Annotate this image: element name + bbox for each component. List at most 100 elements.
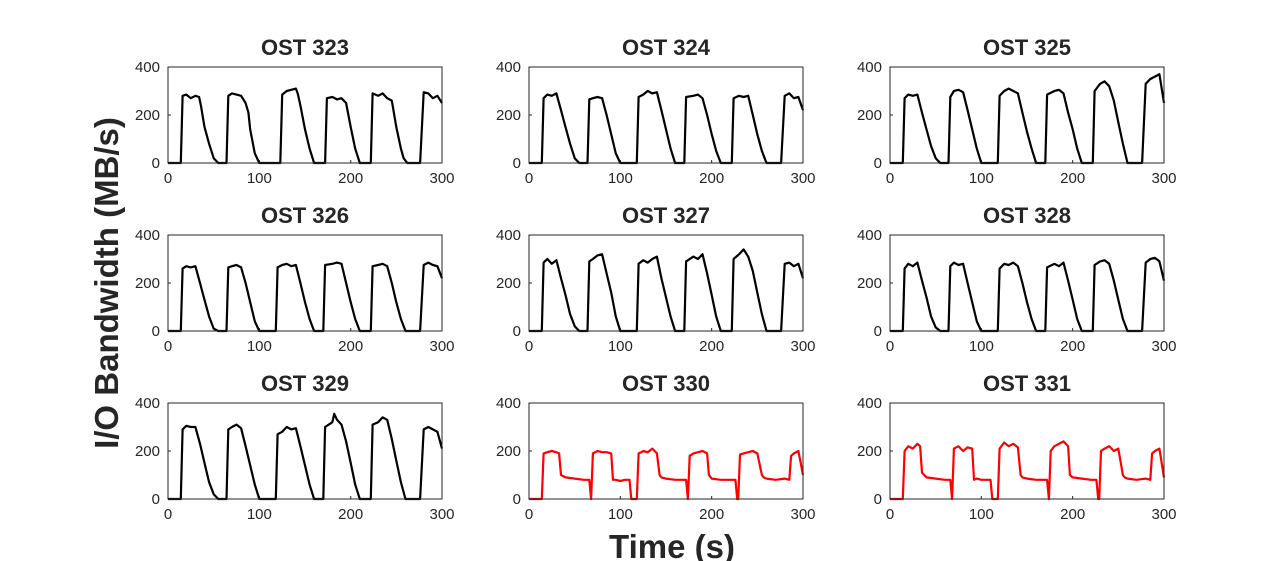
subplot-title: OST 330 [622,371,710,396]
x-tick-label: 300 [429,506,454,523]
plot-area-frame [889,234,1165,332]
plot-area-frame [528,234,804,332]
x-tick-label: 0 [886,506,894,523]
y-tick-label: 0 [152,323,160,340]
bandwidth-series-line [529,248,805,333]
y-tick-label: 400 [857,227,882,244]
bandwidth-series-line [529,89,805,165]
x-tick-label: 100 [608,170,633,187]
x-tick-label: 200 [699,506,724,523]
plot-area-frame [167,234,443,332]
x-tick-label: 100 [969,170,994,187]
plot-area-frame [167,402,443,500]
y-tick-label: 200 [135,275,160,292]
y-tick-label: 400 [135,227,160,244]
y-tick-label: 400 [496,227,521,244]
y-tick-label: 200 [857,275,882,292]
x-tick-label: 200 [338,170,363,187]
subplot-title: OST 329 [261,371,349,396]
x-tick-label: 200 [1060,506,1085,523]
x-tick-label: 0 [164,170,172,187]
plot-area-frame [167,66,443,164]
x-tick-label: 300 [429,170,454,187]
plot-area-frame [528,66,804,164]
x-tick-label: 200 [699,170,724,187]
bandwidth-series-line [890,440,1166,501]
x-tick-label: 0 [525,170,533,187]
x-tick-label: 0 [164,506,172,523]
subplot-title: OST 328 [983,203,1071,228]
y-tick-label: 200 [135,107,160,124]
y-tick-label: 0 [513,323,521,340]
x-tick-label: 300 [1151,506,1176,523]
x-tick-label: 100 [969,338,994,355]
subplot-title: OST 331 [983,371,1071,396]
y-tick-label: 400 [857,59,882,76]
x-tick-label: 300 [790,338,815,355]
bandwidth-series-line [890,73,1166,165]
bandwidth-series-line [890,256,1166,333]
y-tick-label: 0 [152,491,160,508]
subplot-4: OST 326 0 100 200 300 0 200 400 [135,203,455,355]
x-tick-label: 300 [790,170,815,187]
x-tick-label: 300 [1151,170,1176,187]
y-tick-label: 0 [874,323,882,340]
x-tick-label: 200 [1060,170,1085,187]
subplot-title: OST 325 [983,35,1071,60]
subplot-7: OST 329 0 100 200 300 0 200 400 [135,371,455,523]
x-tick-label: 0 [164,338,172,355]
y-tick-label: 400 [135,395,160,412]
y-tick-label: 400 [857,395,882,412]
x-tick-label: 100 [247,170,272,187]
x-tick-label: 100 [969,506,994,523]
x-tick-label: 300 [429,338,454,355]
plot-area-frame [889,66,1165,164]
x-tick-label: 200 [338,338,363,355]
x-tick-label: 0 [525,506,533,523]
y-tick-label: 200 [857,443,882,460]
y-tick-label: 400 [135,59,160,76]
subplot-title: OST 327 [622,203,710,228]
y-tick-label: 200 [496,107,521,124]
y-tick-label: 200 [496,443,521,460]
x-tick-label: 0 [886,338,894,355]
bandwidth-series-line [168,261,444,333]
x-tick-label: 0 [525,338,533,355]
x-tick-label: 200 [1060,338,1085,355]
y-tick-label: 0 [874,491,882,508]
y-tick-label: 0 [513,491,521,508]
subplot-2: OST 324 0 100 200 300 0 200 400 [496,35,816,187]
subplot-1: OST 323 0 100 200 300 0 200 400 [135,35,455,187]
x-tick-label: 200 [338,506,363,523]
subplot-title: OST 323 [261,35,349,60]
y-tick-label: 0 [874,155,882,172]
y-tick-label: 200 [496,275,521,292]
x-tick-label: 200 [699,338,724,355]
subplot-9: OST 331 0 100 200 300 0 200 400 [857,371,1177,523]
x-tick-label: 300 [790,506,815,523]
y-tick-label: 200 [135,443,160,460]
y-tick-label: 0 [152,155,160,172]
subplot-5: OST 327 0 100 200 300 0 200 400 [496,203,816,355]
plot-area-frame [889,402,1165,500]
x-tick-label: 100 [608,338,633,355]
subplot-6: OST 328 0 100 200 300 0 200 400 [857,203,1177,355]
y-tick-label: 400 [496,59,521,76]
y-tick-label: 400 [496,395,521,412]
subplot-8: OST 330 0 100 200 300 0 200 400 [496,371,816,523]
subplot-grid: OST 323 0 100 200 300 0 200 400 OST 324 0 100 200 30… [135,35,1177,523]
x-tick-label: 0 [886,170,894,187]
y-tick-label: 200 [857,107,882,124]
x-axis-label: Time (s) [609,528,735,561]
bandwidth-series-line [168,412,444,501]
bandwidth-series-line [529,447,805,501]
x-tick-label: 100 [608,506,633,523]
x-tick-label: 300 [1151,338,1176,355]
x-tick-label: 100 [247,338,272,355]
subplot-title: OST 324 [622,35,711,60]
plot-area-frame [528,402,804,500]
subplot-title: OST 326 [261,203,349,228]
bandwidth-series-line [168,87,443,165]
y-axis-label: I/O Bandwidth (MB/s) [88,117,125,449]
